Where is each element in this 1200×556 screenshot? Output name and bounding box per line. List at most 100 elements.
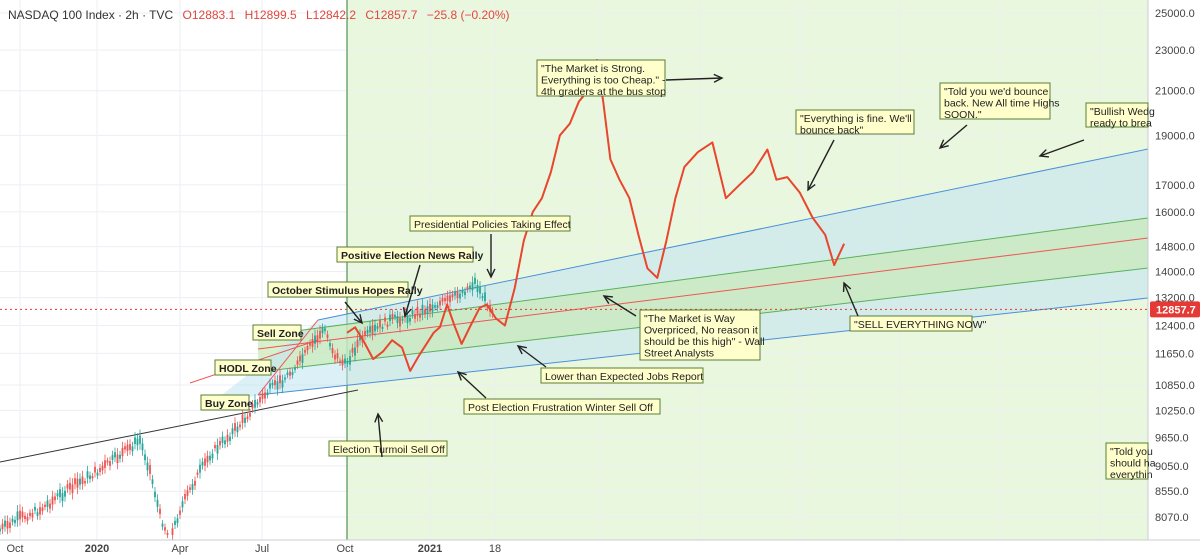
candle-body <box>234 423 236 431</box>
y-tick-label: 8550.0 <box>1155 486 1189 498</box>
candle-body <box>261 393 264 399</box>
candle-body <box>376 326 379 329</box>
candle-body <box>91 476 94 479</box>
candle-body <box>56 493 59 497</box>
annotation-text-told-you-should: "Told you <box>1110 446 1153 458</box>
channel-line <box>257 217 1149 337</box>
candle-body <box>196 472 199 475</box>
candle-body <box>9 522 11 529</box>
candle-body <box>176 518 179 524</box>
annotation-arrow <box>344 301 363 324</box>
candle-body <box>81 476 84 485</box>
x-tick-label: Jul <box>255 543 269 555</box>
ohlc-change: −25.8 (−0.20%) <box>426 8 510 22</box>
annotation-box-told-bounce <box>939 82 1051 120</box>
candle-body <box>366 329 369 334</box>
annotation-arrow <box>665 77 723 81</box>
candle-body <box>471 282 474 291</box>
candle-body <box>19 510 21 520</box>
annotation-text-post-election: Post Election Frustration Winter Sell Of… <box>468 402 653 414</box>
candle-body <box>434 305 436 308</box>
candle-body <box>186 490 189 496</box>
candle-body <box>419 313 421 318</box>
candle-body <box>256 402 259 405</box>
candle-body <box>441 297 444 302</box>
candle-body <box>424 309 426 314</box>
candle-body <box>14 519 16 524</box>
candle-body <box>136 438 139 446</box>
candle-body <box>431 304 434 312</box>
candle-body <box>284 377 286 380</box>
candle-body <box>276 381 279 390</box>
y-tick-label: 11650.0 <box>1155 348 1194 360</box>
annotation-text-sell-everything: "SELL EVERYTHING NOW" <box>854 319 987 331</box>
candle-body <box>351 347 354 353</box>
support-trendline <box>0 389 359 463</box>
candle-body <box>174 520 176 525</box>
candle-body <box>466 286 469 290</box>
candle-body <box>41 507 44 512</box>
annotation-text-told-bounce: "Told you we'd bounce <box>944 86 1049 98</box>
annotation-text-everything-fine: bounce back" <box>800 125 864 137</box>
candle-body <box>71 484 74 494</box>
candle-body <box>464 291 466 296</box>
y-tick-label: 14000.0 <box>1155 266 1195 278</box>
candle-body <box>139 435 141 444</box>
candle-body <box>294 367 296 370</box>
x-tick-label: Apr <box>171 543 188 555</box>
candle-body <box>21 511 24 518</box>
candle-body <box>209 455 211 461</box>
candle-body <box>414 314 416 319</box>
annotation-text-overpriced: "The Market is Way <box>644 313 736 325</box>
annotation-arrow <box>377 413 383 458</box>
x-tick-label: Oct <box>336 543 353 555</box>
candle-body <box>336 353 339 359</box>
candle-body <box>476 284 479 293</box>
last-price-tag: 12857.7 <box>1156 304 1196 316</box>
annotation-box-bullish-wedge <box>1085 102 1149 128</box>
candles <box>0 272 494 548</box>
candle-body <box>184 493 186 500</box>
candle-body <box>319 330 321 339</box>
candle-body <box>34 506 36 511</box>
candle-body <box>36 512 39 516</box>
candle-body <box>324 328 326 332</box>
candle-body <box>121 447 124 457</box>
channel-line <box>257 237 1149 350</box>
candle-body <box>159 508 161 515</box>
candle-body <box>26 517 29 521</box>
candle-body <box>354 347 356 356</box>
candle-body <box>304 350 306 353</box>
candle-body <box>394 314 396 318</box>
candle-body <box>306 345 309 351</box>
candle-body <box>314 335 316 344</box>
candle-body <box>171 528 174 535</box>
ohlc-open: O12883.1 <box>182 8 236 22</box>
candle-body <box>1 523 4 530</box>
x-tick-label: 2020 <box>85 543 109 555</box>
candle-body <box>79 478 81 485</box>
candle-body <box>61 493 64 502</box>
candle-body <box>484 292 486 302</box>
candle-body <box>224 440 226 445</box>
candle-body <box>4 520 6 527</box>
annotation-box-election-turmoil <box>328 440 448 457</box>
candle-body <box>356 339 359 348</box>
candle-body <box>439 300 441 306</box>
candle-body <box>331 347 334 354</box>
candle-body <box>474 277 476 284</box>
candle-body <box>274 380 276 386</box>
annotation-text-market-strong: 4th graders at the bus stop <box>541 86 666 98</box>
candle-body <box>44 504 46 508</box>
candle-body <box>334 354 336 360</box>
candle-body <box>286 372 289 376</box>
candle-body <box>271 382 274 386</box>
candle-body <box>76 478 79 488</box>
annotation-arrow <box>517 345 547 368</box>
candle-body <box>229 436 231 441</box>
candle-body <box>214 445 216 449</box>
candle-body <box>166 532 169 536</box>
annotation-arrowhead <box>516 345 527 355</box>
